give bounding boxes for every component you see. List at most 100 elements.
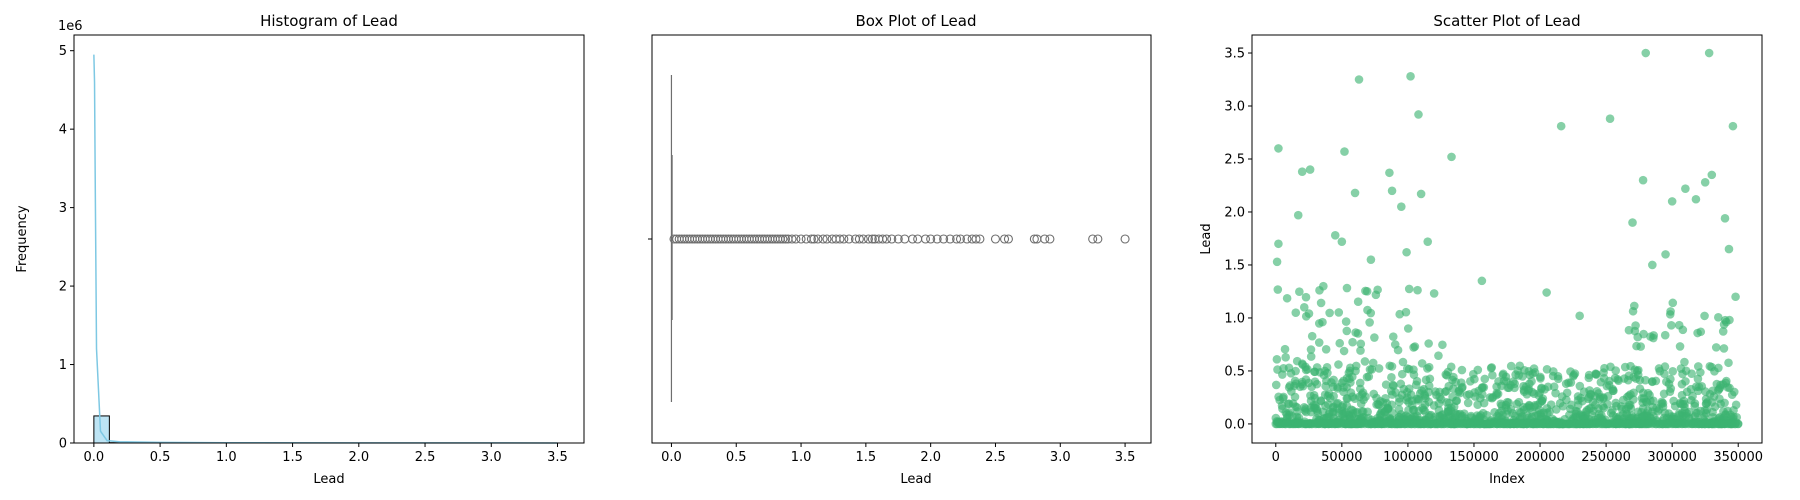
scatter-point <box>1545 407 1554 417</box>
scatter-point <box>1477 276 1487 286</box>
scatter-point <box>1339 387 1348 397</box>
histogram-x-tick-label: 1.5 <box>282 450 303 465</box>
boxplot-outlier <box>867 234 877 244</box>
boxplot-x-label: Lead <box>900 472 931 487</box>
scatter-point <box>1536 374 1545 383</box>
histogram-y-tick-label: 4 <box>59 123 67 138</box>
scatter-point <box>1291 366 1300 376</box>
scatter-point <box>1362 287 1372 296</box>
scatter-point <box>1273 285 1283 294</box>
histogram-bar <box>93 415 110 444</box>
scatter-point <box>1351 328 1360 337</box>
boxplot-outliers <box>669 234 1130 244</box>
scatter-point <box>1569 370 1579 380</box>
scatter-point <box>1631 321 1640 330</box>
scatter-point <box>1534 391 1544 400</box>
scatter-point <box>1486 363 1496 373</box>
scatter-point <box>1587 411 1597 420</box>
boxplot-outlier <box>893 234 903 244</box>
scatter-point <box>1328 382 1338 392</box>
scatter-point <box>1316 298 1326 308</box>
scatter-y-ticks: 0.0 0.5 1.0 1.5 2.0 2.5 3.0 3.5 <box>1224 47 1252 432</box>
boxplot-outlier <box>806 234 816 244</box>
scatter-point <box>1305 165 1315 174</box>
scatter-point <box>1533 410 1543 420</box>
scatter-point <box>1306 407 1316 417</box>
scatter-point <box>1620 362 1630 372</box>
histogram-x-ticks: 0.0 0.5 1.0 1.5 2.0 2.5 3.0 3.5 <box>84 443 568 465</box>
scatter-point <box>1319 281 1328 291</box>
scatter-point <box>1334 360 1343 369</box>
scatter-point <box>1724 358 1733 368</box>
scatter-point <box>1406 72 1415 81</box>
scatter-point <box>1406 390 1416 400</box>
scatter-point <box>1281 353 1290 362</box>
scatter-point <box>1299 402 1309 412</box>
scatter-point <box>1711 343 1721 352</box>
scatter-point <box>1657 399 1666 408</box>
scatter-point <box>1417 359 1427 368</box>
scatter-point <box>1604 380 1614 390</box>
scatter-point <box>1518 372 1527 381</box>
scatter-point <box>1506 361 1516 371</box>
scatter-point <box>1295 287 1304 297</box>
scatter-point <box>1451 396 1461 406</box>
scatter-point <box>1636 342 1645 351</box>
scatter-point <box>1562 388 1572 398</box>
scatter-point <box>1465 390 1474 399</box>
scatter-y-tick-label: 1.5 <box>1224 258 1245 273</box>
scatter-point <box>1693 328 1702 338</box>
scatter-point <box>1271 380 1281 390</box>
boxplot-outlier <box>939 234 949 244</box>
scatter-point <box>1728 121 1738 131</box>
scatter-point <box>1498 370 1508 380</box>
scatter-title: Scatter Plot of Lead <box>1433 12 1580 30</box>
scatter-point <box>1334 308 1344 317</box>
scatter-point <box>1342 326 1352 336</box>
scatter-point <box>1441 386 1451 396</box>
scatter-point <box>1497 406 1506 416</box>
scatter-point <box>1274 239 1283 249</box>
scatter-point <box>1404 284 1414 294</box>
scatter-point <box>1414 110 1423 119</box>
scatter-point <box>1366 255 1376 264</box>
scatter-point <box>1301 292 1311 302</box>
scatter-point <box>1350 188 1360 198</box>
boxplot-outlier <box>1040 234 1050 244</box>
scatter-point <box>1325 393 1335 403</box>
scatter-point <box>1301 362 1310 372</box>
histogram-x-tick-label: 0.5 <box>150 450 171 465</box>
scatter-point <box>1649 331 1658 340</box>
scatter-point <box>1348 337 1357 347</box>
scatter-point <box>1397 202 1406 211</box>
scatter-point <box>1700 311 1709 321</box>
scatter-point <box>1624 325 1634 335</box>
scatter-point <box>1549 382 1559 391</box>
boxplot-outlier <box>1045 234 1055 244</box>
scatter-point <box>1330 230 1340 240</box>
histogram-y-label: Frequency <box>15 205 30 272</box>
scatter-point <box>1383 403 1392 413</box>
histogram-x-tick-label: 2.5 <box>415 450 436 465</box>
boxplot-outlier <box>887 234 897 244</box>
scatter-point <box>1713 386 1723 395</box>
scatter-point <box>1441 370 1451 379</box>
scatter-point <box>1519 405 1529 415</box>
scatter-x-tick-label: 250000 <box>1581 450 1631 465</box>
scatter-point <box>1726 410 1735 420</box>
scatter-point <box>1488 370 1497 380</box>
scatter-point <box>1665 387 1675 397</box>
scatter-point <box>1451 410 1460 420</box>
scatter-point <box>1707 170 1717 180</box>
scatter-point <box>1416 189 1426 199</box>
scatter-point <box>1681 184 1690 193</box>
scatter-point <box>1606 408 1616 418</box>
scatter-point <box>1293 210 1303 220</box>
boxplot-outlier <box>844 234 854 244</box>
scatter-point <box>1514 397 1524 407</box>
boxplot-outlier <box>932 234 942 244</box>
scatter-point <box>1537 383 1546 393</box>
scatter-point <box>1573 392 1583 401</box>
boxplot-outlier <box>822 234 832 244</box>
scatter-point <box>1477 383 1487 393</box>
